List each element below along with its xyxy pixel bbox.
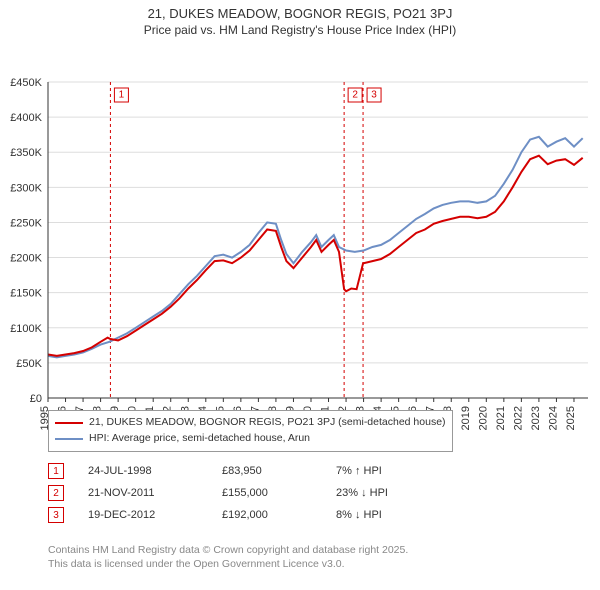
transaction-delta: 7% ↑ HPI [336,465,382,477]
transaction-date: 24-JUL-1998 [88,465,198,477]
transactions-table: 1 24-JUL-1998 £83,950 7% ↑ HPI 2 21-NOV-2011 £… [48,460,388,526]
legend-swatch [55,422,83,424]
transaction-date: 19-DEC-2012 [88,509,198,521]
svg-text:£100K: £100K [10,323,42,335]
transaction-row: 1 24-JUL-1998 £83,950 7% ↑ HPI [48,460,388,482]
transaction-marker: 3 [48,507,64,523]
transaction-delta: 8% ↓ HPI [336,509,382,521]
legend-label: 21, DUKES MEADOW, BOGNOR REGIS, PO21 3PJ… [89,415,446,431]
legend-item: 21, DUKES MEADOW, BOGNOR REGIS, PO21 3PJ… [55,415,446,431]
svg-text:£350K: £350K [10,148,42,160]
chart-subtitle: Price paid vs. HM Land Registry's House … [0,23,600,39]
svg-text:£400K: £400K [10,113,42,125]
svg-text:2022: 2022 [512,406,524,430]
transaction-marker: 1 [48,463,64,479]
legend-item: HPI: Average price, semi-detached house,… [55,431,446,447]
svg-text:£150K: £150K [10,288,42,300]
transaction-row: 2 21-NOV-2011 £155,000 23% ↓ HPI [48,482,388,504]
svg-text:£250K: £250K [10,218,42,230]
transaction-price: £192,000 [222,509,312,521]
svg-text:£50K: £50K [16,358,42,370]
footer-line-1: Contains HM Land Registry data © Crown c… [48,544,408,558]
line-chart: £0 £50K £100K £150K £200K £250K £300K £350K £400… [0,38,600,448]
svg-text:£450K: £450K [10,77,42,89]
svg-text:2025: 2025 [565,406,577,430]
svg-text:2019: 2019 [460,406,472,430]
svg-text:£0: £0 [30,393,42,405]
footer-line-2: This data is licensed under the Open Gov… [48,558,408,572]
svg-text:2020: 2020 [477,406,489,430]
svg-text:2023: 2023 [530,406,542,430]
transaction-price: £83,950 [222,465,312,477]
svg-text:2: 2 [352,90,358,101]
transaction-row: 3 19-DEC-2012 £192,000 8% ↓ HPI [48,504,388,526]
svg-text:1: 1 [119,90,125,101]
legend-label: HPI: Average price, semi-detached house,… [89,431,310,447]
svg-text:£300K: £300K [10,183,42,195]
legend: 21, DUKES MEADOW, BOGNOR REGIS, PO21 3PJ… [48,410,453,452]
svg-text:3: 3 [371,90,377,101]
svg-text:2021: 2021 [495,406,507,430]
legend-swatch [55,438,83,440]
chart-container: 21, DUKES MEADOW, BOGNOR REGIS, PO21 3PJ… [0,0,600,590]
transaction-price: £155,000 [222,487,312,499]
svg-text:2024: 2024 [547,406,559,430]
series-hpi [48,137,583,357]
chart-title: 21, DUKES MEADOW, BOGNOR REGIS, PO21 3PJ [0,0,600,23]
transaction-date: 21-NOV-2011 [88,487,198,499]
transaction-marker: 2 [48,485,64,501]
svg-text:£200K: £200K [10,253,42,265]
attribution-footer: Contains HM Land Registry data © Crown c… [48,544,408,571]
transaction-delta: 23% ↓ HPI [336,487,388,499]
